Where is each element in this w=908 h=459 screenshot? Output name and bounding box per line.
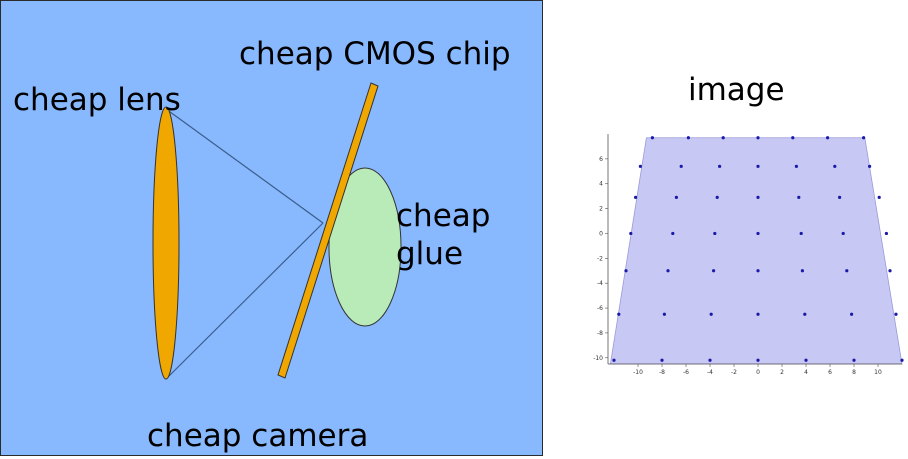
grid-point [884,231,888,236]
grid-point [791,136,795,140]
x-tick-label: 8 [852,369,856,376]
x-tick-label: -8 [659,369,665,376]
grid-point [877,195,881,200]
grid-point [756,195,760,200]
plot-area [609,136,904,365]
grid-point [756,358,760,362]
grid-point [838,195,842,200]
grid-point [629,231,633,236]
grid-point [617,312,621,316]
grid-point [850,312,854,316]
grid-point [862,136,866,140]
grid-point [756,312,760,316]
grid-point [833,164,837,168]
x-axis: -10 -8 -6 -4 -2 0 2 4 6 8 10 [608,363,902,376]
grid-point [797,195,801,200]
camera-caption: cheap camera [147,418,369,454]
x-tick-label: 4 [804,369,808,376]
image-plot: -10 -8 -6 -4 -2 0 2 4 6 8 10 6 4 2 0 -2 -4 -6 -8 -10 [593,134,904,376]
y-tick-label: -4 [597,280,603,287]
grid-point [624,269,628,273]
grid-point [756,164,760,168]
glue-blob [328,167,402,327]
grid-point [709,312,713,316]
lens [152,106,180,380]
y-axis: 6 4 2 0 -2 -4 -6 -8 -10 [593,134,609,364]
image-title: image [688,72,785,108]
grid-point [721,136,725,140]
grid-point [756,136,760,140]
bottom-ray [165,222,324,380]
grid-point [826,136,830,140]
grid-point [756,269,760,273]
grid-point [894,312,898,316]
image-region [609,137,903,365]
grid-point [718,164,722,168]
grid-point [666,269,670,273]
y-tick-label: 2 [599,206,603,213]
grid-point [650,136,654,140]
grid-point [679,164,683,168]
grid-point [712,269,716,273]
x-tick-label: -4 [707,369,713,376]
x-tick-label: 2 [780,369,784,376]
grid-point [708,358,712,362]
cmos-chip [277,82,379,379]
grid-point [845,269,849,273]
grid-point [794,164,798,168]
grid-point [715,195,719,200]
grid-point [660,358,664,362]
grid-point [674,195,678,200]
top-ray [165,108,324,224]
grid-point [634,195,638,200]
grid-point [756,231,760,236]
y-tick-label: -8 [597,330,603,337]
grid-point [612,358,616,362]
grid-point [800,269,804,273]
x-tick-label: -2 [731,369,737,376]
grid-point [686,136,690,140]
y-tick-label: 0 [599,230,603,237]
glue-label: cheap glue [396,198,491,272]
chip-label: cheap CMOS chip [239,36,511,72]
grid-point [888,269,892,273]
grid-point [868,164,872,168]
y-tick-label: 6 [599,156,603,163]
grid-point [841,231,845,236]
camera-diagram-svg [152,82,402,380]
lens-label: cheap lens [13,82,181,118]
y-tick-label: -6 [597,305,603,312]
grid-point [804,358,808,362]
x-tick-label: 10 [874,369,882,376]
grid-point [671,231,675,236]
y-tick-label: -10 [593,355,603,362]
grid-point [803,312,807,316]
camera-diagram-panel: cheap CMOS chip cheap lens cheap glue ch… [0,0,543,456]
x-tick-label: -6 [683,369,689,376]
grid-point [900,358,904,362]
x-tick-label: -10 [633,369,643,376]
grid-point [662,312,666,316]
grid-point [713,231,717,236]
y-tick-label: -2 [597,255,603,262]
grid-point [638,164,642,168]
x-tick-label: 6 [828,369,832,376]
x-tick-label: 0 [756,369,760,376]
y-tick-label: 4 [599,181,603,188]
grid-point [799,231,803,236]
grid-point [852,358,856,362]
